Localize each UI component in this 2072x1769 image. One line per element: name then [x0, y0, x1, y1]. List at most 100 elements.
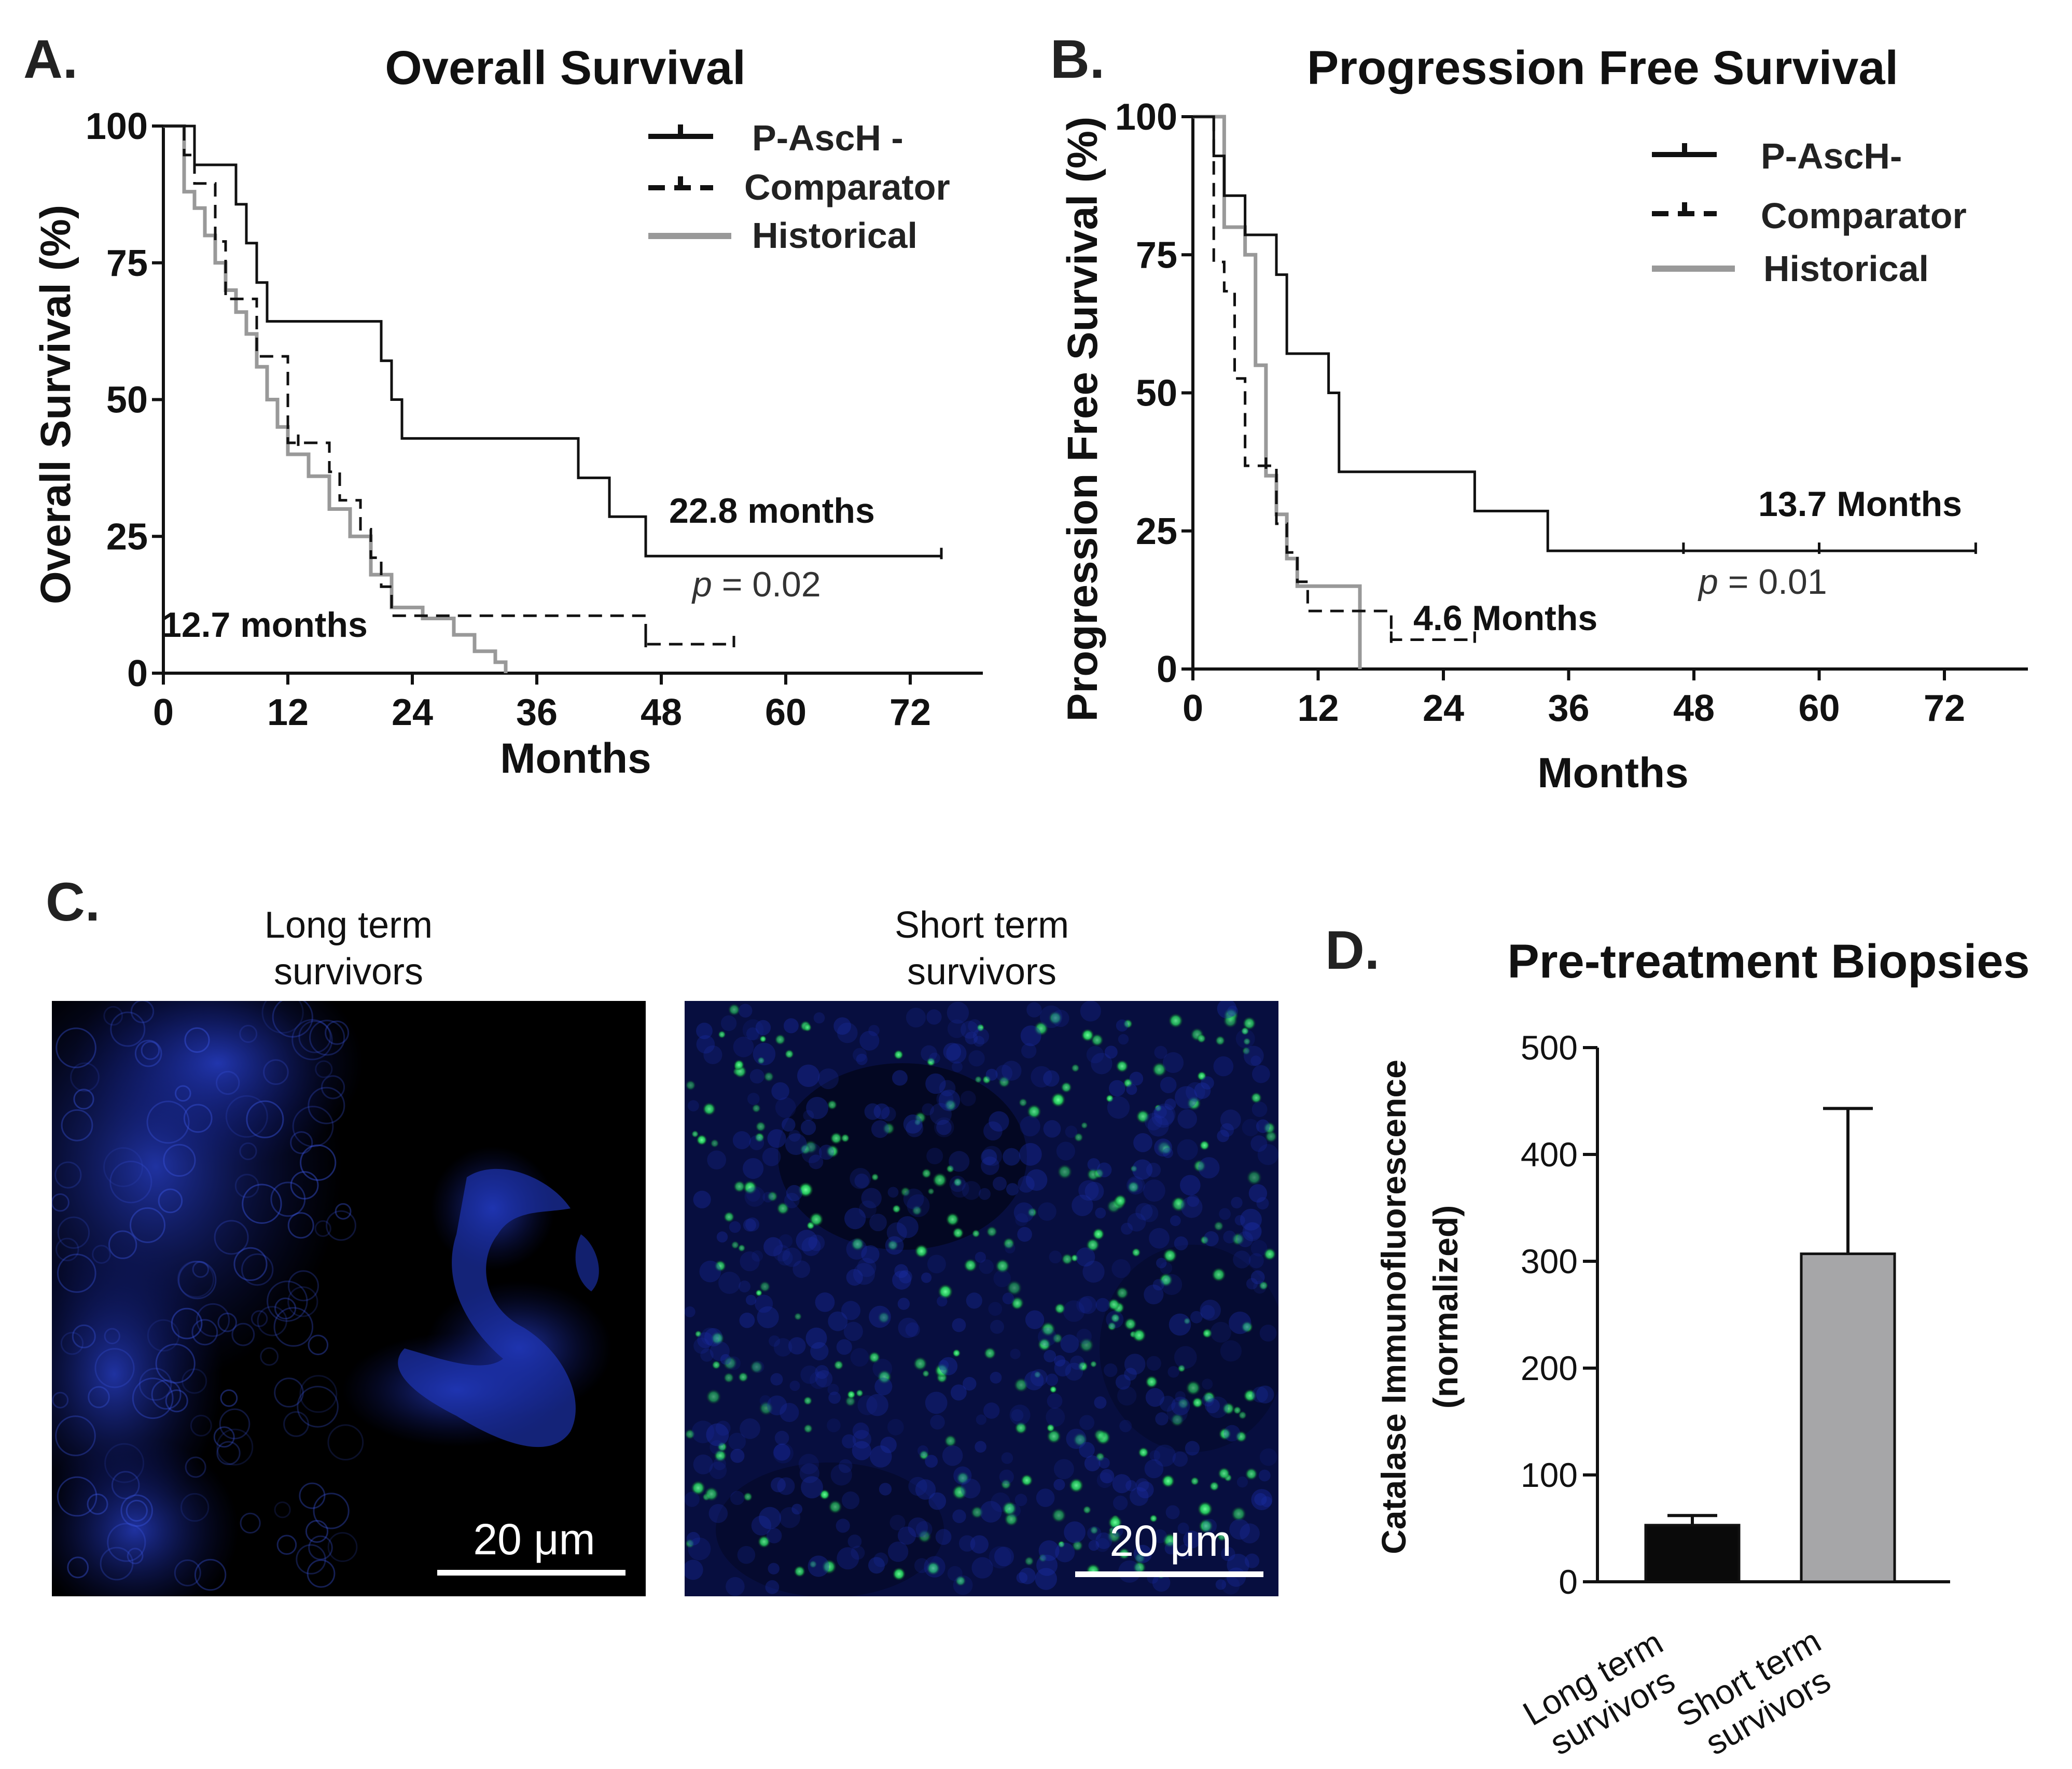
nucleus-dot [1046, 1373, 1059, 1386]
catalase-signal-dot [767, 1191, 778, 1202]
catalase-signal-dot [755, 1289, 763, 1297]
nucleus-dot [1087, 1526, 1102, 1541]
nucleus-dot [1038, 1202, 1056, 1221]
nucleus-ring [158, 1188, 183, 1214]
nucleus-dot [1223, 1425, 1241, 1442]
catalase-signal-dot [1060, 1081, 1072, 1093]
nucleus-dot [852, 1441, 871, 1460]
nucleus-dot [1124, 1354, 1146, 1375]
catalase-signal-dot [1026, 1104, 1041, 1119]
nucleus-dot [989, 1546, 1011, 1569]
nucleus-dot [1066, 1428, 1087, 1449]
nucleus-dot [841, 1491, 860, 1509]
nucleus-dot [1227, 1554, 1249, 1577]
catalase-signal-dot [878, 1311, 890, 1324]
nucleus-dot [1019, 1143, 1042, 1166]
nucleus-dot [995, 1065, 1013, 1082]
nucleus-dot [1244, 1222, 1262, 1239]
nucleus-ring [321, 1075, 345, 1099]
nucleus-dot [1152, 1279, 1164, 1291]
nucleus-ring [216, 1441, 241, 1466]
nucleus-dot [1185, 1441, 1200, 1456]
nucleus-dot [1018, 1176, 1035, 1193]
nucleus-dot [874, 1377, 893, 1396]
panel-b-progression-free-survival: B. Progression Free Survival 0 12 24 36 48 60… [1050, 29, 2028, 797]
nucleus-dot [1256, 1119, 1270, 1133]
nucleus-dot [843, 1321, 863, 1341]
nucleus-dot [766, 1528, 782, 1543]
nucleus-dot [844, 1207, 866, 1230]
catalase-signal-dot [1049, 1385, 1057, 1394]
nucleus-dot [994, 1547, 1014, 1567]
nucleus-dot [1180, 1196, 1203, 1218]
nucleus-dot [1064, 1521, 1086, 1543]
nucleus-dot [1007, 1503, 1021, 1517]
catalase-signal-dot [1241, 1320, 1254, 1333]
nucleus-dot [739, 1313, 755, 1328]
nucleus-dot [871, 1120, 889, 1138]
nucleus-dot [1084, 1181, 1104, 1201]
nucleus-ring [325, 1020, 350, 1045]
nucleus-dot [1021, 1043, 1037, 1058]
catalase-signal-dot [1159, 1273, 1173, 1287]
catalase-signal-dot [846, 1390, 856, 1399]
nucleus-dot [765, 1580, 780, 1594]
nucleus-dot [747, 1093, 760, 1105]
catalase-signal-dot [1050, 1092, 1066, 1108]
catalase-signal-dot [882, 1122, 895, 1135]
nucleus-ring [52, 1193, 69, 1212]
nucleus-dot [1256, 1385, 1274, 1404]
nucleus-dot [1221, 1547, 1235, 1562]
nucleus-dot [1130, 1487, 1149, 1506]
nucleus-dot [709, 1461, 727, 1480]
nucleus-dot [1254, 1493, 1267, 1506]
nucleus-ring [288, 1270, 319, 1302]
nucleus-ring [185, 1456, 206, 1478]
catalase-signal-dot [1197, 1501, 1213, 1517]
catalase-signal-dot [1082, 1505, 1092, 1514]
chart-a-axes: 0 12 24 36 48 60 72 0 25 50 75 100 [86, 106, 983, 733]
nucleus-dot [808, 1555, 829, 1577]
nucleus-dot [801, 1143, 822, 1163]
nucleus-dot [1250, 1240, 1268, 1257]
nucleus-ring [127, 1548, 144, 1565]
nucleus-ring [130, 1207, 165, 1243]
nucleus-dot [768, 1563, 780, 1575]
nucleus-ring [308, 1087, 345, 1124]
catalase-signal-dot [1002, 1501, 1017, 1516]
nucleus-dot [732, 1131, 751, 1149]
catalase-signal-dot [749, 1360, 763, 1374]
catalase-signal-dot [828, 1500, 842, 1514]
nucleus-dot [1116, 1019, 1129, 1032]
nucleus-dot [1206, 1396, 1229, 1418]
nucleus-dot [1205, 1398, 1220, 1414]
nucleus-dot [836, 1519, 850, 1533]
nucleus-dot [925, 1073, 946, 1094]
catalase-signal-dot [1014, 1422, 1027, 1434]
nucleus-dot [1155, 1412, 1169, 1426]
nucleus-dot [1006, 1183, 1019, 1196]
catalase-signal-dot [1242, 1016, 1256, 1030]
nucleus-dot [1202, 1394, 1214, 1406]
nucleus-dot [1129, 1071, 1144, 1086]
catalase-signal-dot [1051, 1508, 1066, 1523]
nucleus-dot [713, 1457, 726, 1471]
nucleus-ring [257, 1306, 287, 1336]
nucleus-ring [292, 1106, 334, 1147]
nucleus-dot [1014, 1494, 1027, 1507]
chart-a-ytick-label: 75 [106, 243, 148, 284]
catalase-signal-dot [809, 1560, 817, 1568]
nucleus-dot [1036, 1554, 1058, 1576]
catalase-signal-dot [706, 1389, 721, 1404]
chart-b-annotation-median-pasch: 13.7 Months [1758, 484, 1962, 524]
nucleus-ring [309, 1020, 345, 1056]
nucleus-ring [138, 1368, 172, 1401]
nucleus-dot [800, 1365, 819, 1384]
nucleus-dot [870, 1445, 892, 1468]
nucleus-dot [927, 1255, 946, 1274]
catalase-signal-dot [717, 1441, 728, 1452]
catalase-signal-dot [1245, 1467, 1258, 1481]
catalase-signal-dot [1000, 1479, 1011, 1490]
nucleus-dot [803, 1110, 814, 1121]
nucleus-dot [796, 1230, 818, 1251]
